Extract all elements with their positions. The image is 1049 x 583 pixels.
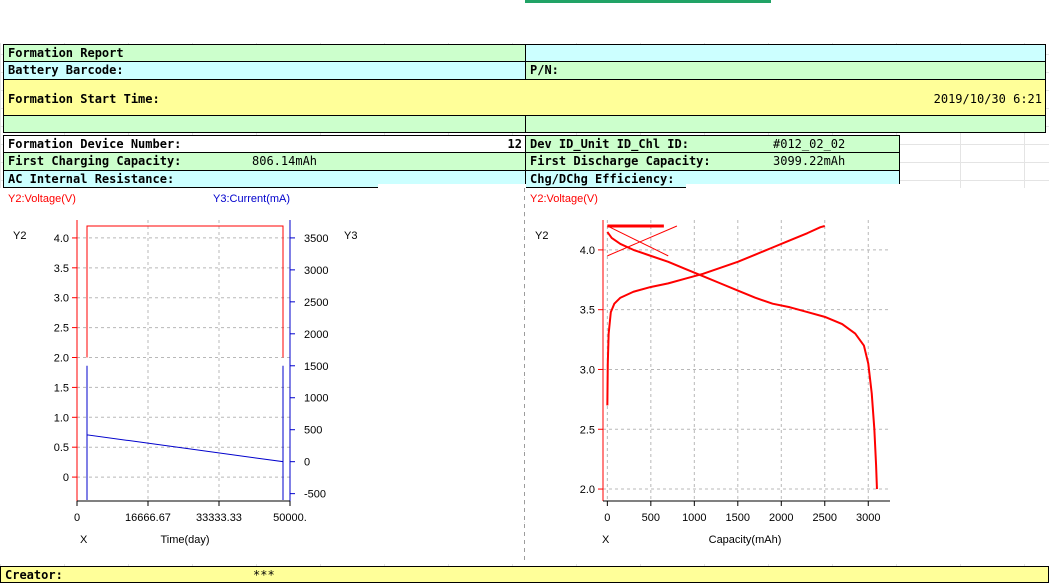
creator-label: Creator: [5,568,63,582]
voltage-current-time-chart[interactable]: Y2:Voltage(V) Y3:Current(mA) Y2 Y3 X Time(day… [0,188,524,564]
y-tick-label: 0 [63,472,69,484]
y-axis-name: Y2 [13,230,26,242]
dev-id-label: Dev ID_Unit ID_Chl ID: [530,137,689,151]
first-discharge-label: First Discharge Capacity: [530,154,711,168]
pn-cell[interactable]: P/N: [525,61,1046,80]
x-axis-label: Time(day) [160,534,209,546]
x-tick-label: 33333.33 [196,512,242,524]
y-tick-label: 3.5 [580,305,595,317]
dev-id-value: #012_02_02 [773,137,846,151]
creator-cell[interactable]: Creator: *** [0,566,1049,583]
rest-1-series-line [607,225,678,257]
report-title-cell[interactable]: Formation Report [3,44,526,62]
y-axis-name: Y2 [535,230,548,242]
chart1-svg: Y2:Voltage(V) Y3:Current(mA) Y2 Y3 X Time(day… [8,193,357,546]
x-tick-label: 0 [74,512,80,524]
ac-resistance-label: AC Internal Resistance: [8,172,175,186]
first-charge-cell[interactable]: First Charging Capacity: 806.14mAh [3,152,526,171]
first-discharge-cell[interactable]: First Discharge Capacity: 3099.22mAh [525,152,900,171]
report-title-right-cell[interactable] [525,44,1046,62]
device-number-cell[interactable]: Formation Device Number: 12 [3,135,526,153]
y-tick-label: 2.5 [580,424,595,436]
efficiency-fill [686,184,900,188]
chart-divider [524,188,525,564]
y-tick-label: 2.0 [580,484,595,496]
x-tick-label: 1500 [726,512,750,524]
y-tick-label: 1.0 [54,412,69,424]
x-tick-label: 2000 [769,512,793,524]
charge-series-line [606,225,826,406]
y-tick-label: 4.0 [580,245,595,257]
x-axis-name: X [80,534,88,546]
y2-tick-label: 3000 [304,265,328,277]
start-time-label: Formation Start Time: [8,92,160,106]
legend-voltage: Y2:Voltage(V) [530,193,598,205]
rest-2-series-line [607,225,669,257]
voltage-series-line [86,225,284,358]
y2-tick-label: 2500 [304,297,328,309]
x-tick-label: 0 [604,512,610,524]
y2-tick-label: 1000 [304,393,328,405]
empty-row-right[interactable] [525,115,1046,133]
x-axis-name: X [602,534,610,546]
y2-tick-label: 2000 [304,329,328,341]
start-time-cell[interactable]: Formation Start Time: 2019/10/30 6:21 [3,79,1046,116]
x-tick-label: 2500 [813,512,837,524]
y2-tick-label: 0 [304,457,310,469]
y-tick-label: 3.0 [580,364,595,376]
report-title: Formation Report [8,46,124,60]
y-tick-label: 0.5 [54,442,69,454]
current-series-line [86,365,284,501]
creator-value: *** [253,568,275,582]
legend-voltage: Y2:Voltage(V) [8,193,76,205]
battery-barcode-label: Battery Barcode: [8,63,124,77]
y-tick-label: 3.5 [54,263,69,275]
ac-resistance-fill [378,184,526,188]
empty-row-left[interactable] [3,115,526,133]
voltage-capacity-chart[interactable]: Y2:Voltage(V) Y2 X Capacity(mAh) 0 500 1000 150… [525,188,1049,564]
battery-barcode-cell[interactable]: Battery Barcode: [3,61,526,80]
y-tick-label: 2.5 [54,323,69,335]
y-tick-label: 1.5 [54,382,69,394]
sheet-top-strip [0,0,1049,43]
x-axis-label: Capacity(mAh) [709,534,782,546]
y2-axis-name: Y3 [344,230,357,242]
x-tick-label: 16666.67 [125,512,171,524]
y-tick-label: 2.0 [54,353,69,365]
pn-label: P/N: [530,63,559,77]
selected-column-indicator [525,0,771,3]
start-time-value: 2019/10/30 6:21 [933,92,1042,106]
first-discharge-value: 3099.22mAh [773,154,846,168]
first-charge-value: 806.14mAh [252,154,318,168]
legend-current: Y3:Current(mA) [213,193,290,205]
device-number-value: 12 [507,137,522,151]
x-tick-label: 500 [642,512,660,524]
y2-tick-label: 500 [304,425,322,437]
y2-tick-label: -500 [304,489,326,501]
efficiency-label: Chg/DChg Efficiency: [530,172,675,186]
y2-tick-label: 3500 [304,233,328,245]
first-charge-label: First Charging Capacity: [8,154,182,168]
x-tick-label: 50000. [273,512,307,524]
y2-tick-label: 1500 [304,361,328,373]
y-tick-label: 4.0 [54,233,69,245]
x-tick-label: 3000 [856,512,880,524]
discharge-series-line [606,231,878,490]
x-tick-label: 1000 [682,512,706,524]
dev-id-cell[interactable]: Dev ID_Unit ID_Chl ID: #012_02_02 [525,135,900,153]
y-tick-label: 3.0 [54,293,69,305]
chart2-svg: Y2:Voltage(V) Y2 X Capacity(mAh) 0 500 1000 150… [530,193,890,546]
device-number-label: Formation Device Number: [8,137,182,151]
